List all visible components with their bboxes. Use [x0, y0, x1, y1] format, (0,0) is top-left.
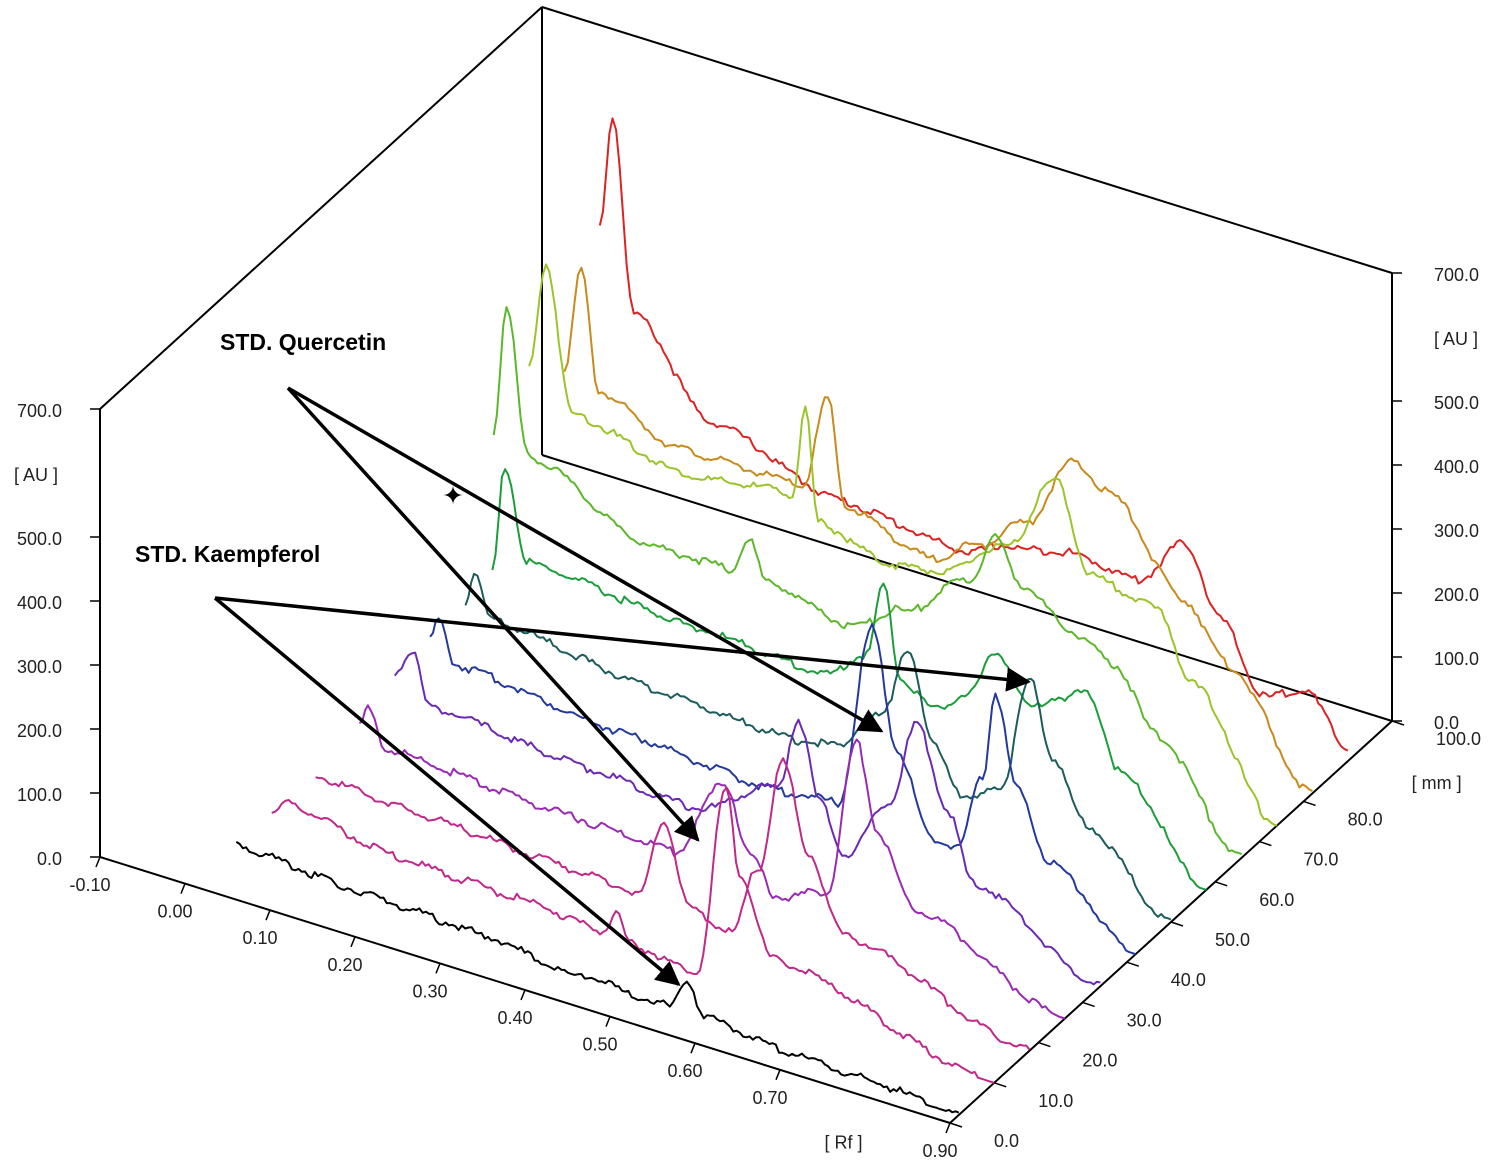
track-line-34mm	[394, 651, 1101, 986]
left-au-tick-label: 300.0	[17, 657, 62, 677]
mm-tick-mark	[993, 1082, 1007, 1088]
mm-tick-label: 30.0	[1127, 1010, 1162, 1030]
mm-tick-label: 60.0	[1259, 890, 1294, 910]
right-au-tick-label: 100.0	[1434, 649, 1479, 669]
back-floor-edge	[541, 454, 1393, 722]
annotation-label-kaempferol: STD. Kaempferol	[135, 541, 320, 567]
left-au-tick-label: 200.0	[17, 721, 62, 741]
right-au-axis-label: [ AU ]	[1434, 329, 1478, 349]
rf-tick-mark	[775, 1069, 781, 1081]
track-line-2mm	[235, 841, 960, 1114]
rf-tick-mark	[690, 1042, 696, 1054]
rf-tick-label: 0.70	[752, 1088, 787, 1108]
rf-tick-label: 0.10	[242, 928, 277, 948]
annotation-arrow	[213, 596, 681, 987]
annotation-arrow	[286, 386, 700, 842]
rf-tick-label: 0.90	[922, 1141, 957, 1159]
left-au-tick-label: 700.0	[17, 401, 62, 421]
track-line-82mm	[563, 266, 1313, 792]
rf-tick-mark	[265, 909, 271, 921]
track-line-74mm	[528, 263, 1278, 827]
mm-tick-mark	[1214, 881, 1228, 887]
rf-tick-mark	[945, 1122, 951, 1134]
mm-tick-mark	[1126, 961, 1140, 967]
annotation-label-quercetin: STD. Quercetin	[220, 329, 386, 355]
track-series: ✦	[235, 117, 1349, 1114]
rf-axis-label: [ Rf ]	[824, 1132, 862, 1152]
track-line-66mm	[492, 306, 1243, 856]
rf-tick-mark	[95, 856, 101, 868]
rf-tick-mark	[350, 936, 356, 948]
top-back-edge	[541, 6, 1393, 274]
mm-tick-label: 10.0	[1038, 1091, 1073, 1111]
axis-ticks: -0.10 0.00 0.10 0.20 0.30 0.40 0.50 0.60 0.70 0.9…	[14, 265, 1481, 1161]
left-au-tick-label: 0.0	[37, 849, 62, 869]
annotation-arrow	[214, 596, 1031, 692]
right-au-tick-label: 700.0	[1434, 265, 1479, 285]
mm-tick-label: 50.0	[1215, 930, 1250, 950]
rf-tick-label: 0.20	[327, 955, 362, 975]
mm-tick-label: 70.0	[1303, 850, 1338, 870]
rf-tick-mark	[605, 1016, 611, 1027]
annotation-arrow	[287, 386, 884, 733]
rf-tick-label: 0.40	[497, 1008, 532, 1028]
track-line-50mm	[464, 572, 1172, 921]
rf-tick-label: 0.00	[157, 902, 192, 922]
rf-tick-label: 0.50	[582, 1035, 617, 1055]
left-au-tick-label: 100.0	[17, 785, 62, 805]
right-au-tick-label: 0.0	[1434, 713, 1459, 733]
mm-tick-label: 100.0	[1436, 729, 1481, 749]
rf-tick-mark	[180, 883, 186, 894]
track-line-10mm	[271, 786, 995, 1084]
right-au-tick-label: 500.0	[1434, 393, 1479, 413]
mm-tick-mark	[1082, 1001, 1095, 1008]
mm-tick-mark	[1303, 800, 1316, 807]
mm-tick-mark	[1259, 840, 1272, 847]
rf-tick-mark	[520, 989, 526, 1001]
rf-tick-label: -0.10	[69, 875, 110, 895]
track-line-26mm	[358, 704, 1066, 1020]
mm-axis-label: [ mm ]	[1412, 773, 1462, 793]
track-line-90mm	[598, 117, 1349, 752]
rf-tick-mark	[435, 963, 441, 974]
right-au-tick-label: 200.0	[1434, 585, 1479, 605]
mm-tick-mark	[949, 1122, 963, 1128]
mm-tick-label: 20.0	[1082, 1051, 1117, 1071]
left-au-tick-label: 500.0	[17, 529, 62, 549]
annotations: STD. Quercetin STD. Kaempferol	[135, 329, 1031, 987]
right-au-tick-label: 300.0	[1434, 521, 1479, 541]
track-line-58mm	[491, 468, 1207, 891]
mm-tick-label: 80.0	[1348, 809, 1383, 829]
rf-tick-label: 0.30	[412, 981, 447, 1001]
rf-tick-label: 0.60	[667, 1061, 702, 1081]
top-left-edge	[99, 6, 543, 410]
mm-tick-label: 40.0	[1171, 970, 1206, 990]
left-au-axis-label: [ AU ]	[14, 465, 58, 485]
mm-tick-mark	[1170, 921, 1184, 927]
track-line-42mm	[429, 617, 1136, 956]
mm-tick-mark	[1038, 1041, 1051, 1048]
track-line-18mm	[315, 757, 1031, 1051]
left-au-tick-label: 400.0	[17, 593, 62, 613]
right-au-tick-label: 400.0	[1434, 457, 1479, 477]
mm-tick-label: 0.0	[994, 1131, 1019, 1151]
